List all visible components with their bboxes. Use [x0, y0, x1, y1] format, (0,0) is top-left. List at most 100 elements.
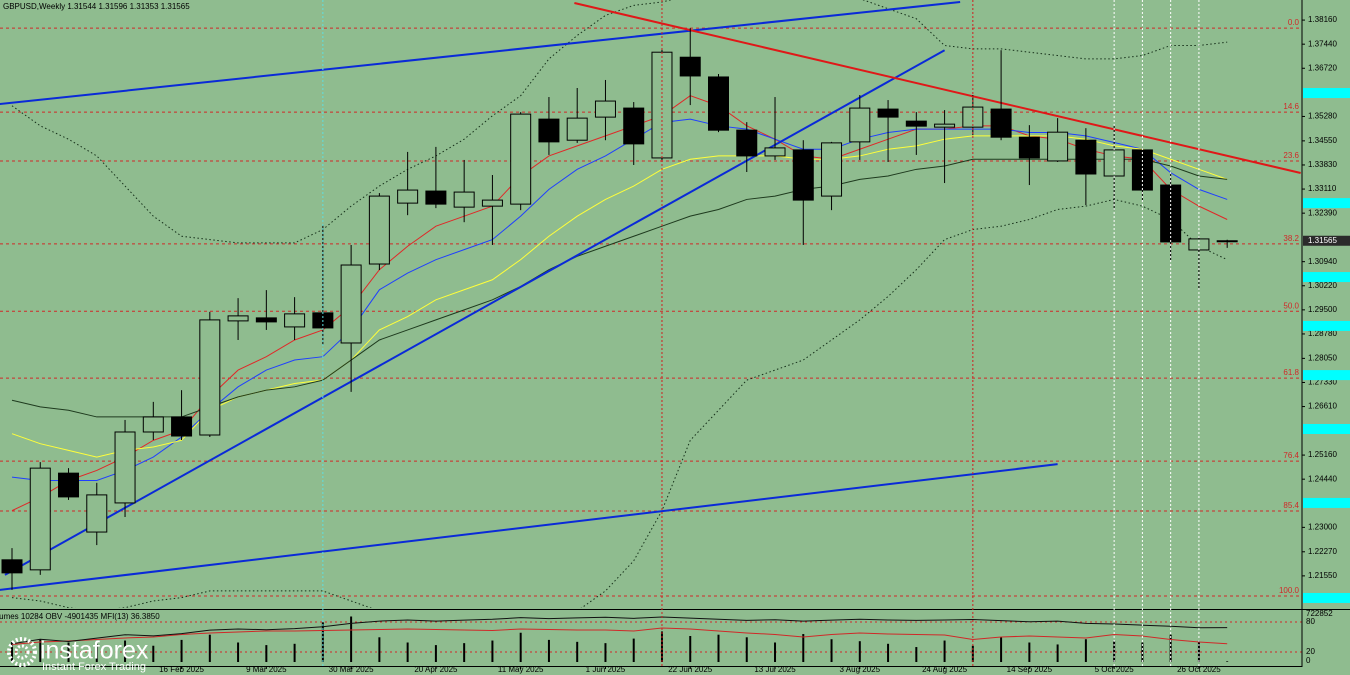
candle-body	[1075, 139, 1097, 175]
mfi-tick-label: 80	[1306, 617, 1315, 626]
y-tick-label: 1.33110	[1308, 184, 1337, 193]
y-tick-label: 1.26610	[1308, 402, 1337, 411]
band-line	[11, 0, 1228, 244]
y-tick-label: 1.29500	[1308, 305, 1337, 314]
level-box	[1303, 497, 1350, 508]
chart-title: GBPUSD,Weekly 1.31544 1.31596 1.31353 1.…	[3, 2, 190, 11]
candle-body	[877, 108, 899, 118]
fib-label: 85.4	[1283, 501, 1299, 510]
candle-body	[114, 431, 136, 504]
candle-body	[29, 467, 51, 571]
y-tick-label: 1.35280	[1308, 112, 1337, 121]
y-tick-label: 1.21550	[1308, 571, 1337, 580]
level-box	[1303, 198, 1350, 209]
level-box	[1303, 320, 1350, 331]
candle-body	[1, 559, 23, 574]
mfi-line	[11, 627, 1228, 645]
candle-body	[990, 108, 1012, 138]
candle-body	[142, 416, 164, 433]
y-tick-label: 1.34550	[1308, 136, 1337, 145]
y-tick-label: 1.22270	[1308, 547, 1337, 556]
trendline	[4, 49, 946, 576]
y-tick-label: 1.28780	[1308, 329, 1337, 338]
x-tick-label: 26 Oct 2025	[1177, 665, 1221, 674]
candle-body	[821, 142, 843, 197]
y-tick-label: 1.30220	[1308, 281, 1337, 290]
y-tick-label: 1.30940	[1308, 257, 1337, 266]
candle-body	[453, 191, 475, 208]
candle-body	[199, 319, 221, 436]
indicator-legend: Volumes 10284 OBV -4901435 MFI(13) 36.38…	[0, 612, 160, 621]
x-tick-label: 5 Oct 2025	[1095, 665, 1135, 674]
candle-body	[764, 147, 786, 157]
obv-line	[11, 616, 1228, 645]
candle-body	[284, 313, 306, 328]
candle-body	[708, 76, 729, 131]
x-tick-label: 22 Jun 2025	[668, 665, 713, 674]
candle-body	[594, 100, 616, 118]
candle-body	[1047, 131, 1069, 162]
y-tick-label: 1.28050	[1308, 353, 1337, 362]
fib-label: 76.4	[1283, 451, 1299, 460]
fib-label: 100.0	[1279, 586, 1300, 595]
y-tick-label: 1.24440	[1308, 474, 1337, 483]
candle-body	[538, 118, 560, 143]
candle-body	[1216, 240, 1238, 243]
mfi-tick-label: 20	[1306, 647, 1315, 656]
y-tick-label: 1.25160	[1308, 450, 1337, 459]
y-tick-label: 1.23000	[1308, 522, 1337, 531]
candle-body	[736, 129, 758, 157]
candle-body	[340, 264, 362, 344]
fib-label: 50.0	[1283, 301, 1299, 310]
watermark-icon	[7, 637, 37, 667]
fib-label: 23.6	[1283, 151, 1299, 160]
candle-body	[368, 195, 390, 265]
watermark: instaforex Instant Forex Trading	[7, 637, 149, 673]
candle-body	[397, 189, 419, 204]
x-tick-label: 3 Aug 2025	[840, 665, 881, 674]
fib-label: 14.6	[1283, 102, 1299, 111]
x-tick-label: 1 Jun 2025	[586, 665, 626, 674]
candle-body	[1018, 136, 1040, 159]
x-tick-label: 13 Jul 2025	[754, 665, 796, 674]
trendline	[574, 2, 1301, 174]
current-price-label: 1.31565	[1308, 236, 1337, 245]
y-tick-label: 1.37440	[1308, 39, 1337, 48]
level-box	[1303, 370, 1350, 381]
level-box	[1303, 272, 1350, 283]
candle-body	[792, 149, 814, 201]
level-box	[1303, 88, 1350, 99]
candle-body	[566, 117, 588, 141]
candle-body	[510, 113, 532, 205]
level-box	[1303, 592, 1350, 603]
candle-body	[86, 494, 108, 533]
candle-body	[227, 315, 249, 322]
y-tick-label: 1.36720	[1308, 63, 1337, 72]
watermark-icon-inner	[14, 644, 30, 660]
candle-body	[849, 107, 871, 143]
volume-tick-label: 722852	[1306, 609, 1333, 618]
price-pane: 0.0 14.6 23.6 38.2 50.0 61.8 76.4 85.4 100.0	[0, 0, 1302, 608]
candle-body	[623, 107, 645, 145]
level-box	[1303, 423, 1350, 434]
candle-body	[255, 317, 277, 323]
current-price-box	[1303, 235, 1350, 246]
x-tick-label: 9 Mar 2025	[246, 665, 287, 674]
volume-tick-label: 0	[1306, 656, 1311, 665]
y-tick-label: 1.32390	[1308, 208, 1337, 217]
watermark-brand: instaforex	[40, 637, 149, 665]
fib-label: 38.2	[1283, 234, 1299, 243]
x-tick-label: 30 Mar 2025	[329, 665, 374, 674]
x-tick-label: 14 Sep 2025	[1007, 665, 1053, 674]
x-tick-label: 11 May 2025	[498, 665, 544, 674]
trendline	[0, 463, 1058, 591]
x-tick-label: 16 Feb 2025	[159, 665, 204, 674]
candle-body	[58, 472, 80, 498]
watermark-tagline: Instant Forex Trading	[42, 661, 146, 673]
candle-body	[905, 120, 927, 127]
indicator-pane	[0, 616, 1302, 662]
candle-body	[425, 190, 447, 205]
